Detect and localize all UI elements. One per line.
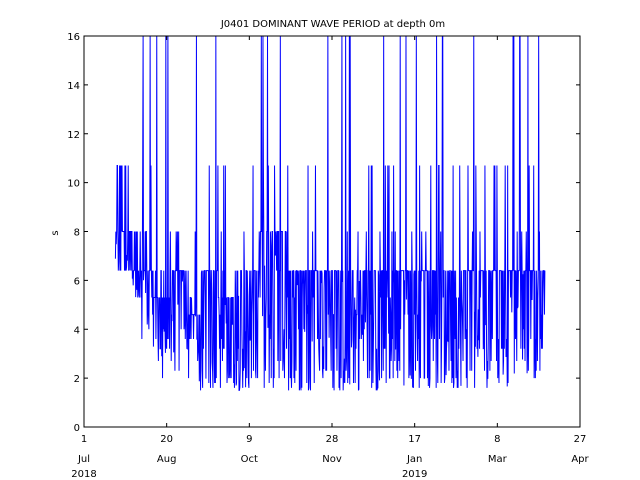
- x-tick-day-label: 28: [326, 434, 339, 445]
- x-tick-day-label: 8: [494, 434, 500, 445]
- x-tick-day-label: 20: [160, 434, 173, 445]
- y-tick-label: 10: [67, 179, 80, 190]
- x-tick-month-label: Apr: [571, 454, 589, 465]
- x-tick-month-label: Oct: [241, 454, 258, 465]
- y-tick-label: 8: [74, 228, 80, 239]
- x-tick-month-label: Jul: [77, 454, 90, 465]
- x-tick-day-label: 9: [246, 434, 252, 445]
- x-year-label: 2019: [402, 469, 427, 480]
- x-tick-month-label: Jan: [406, 454, 422, 465]
- plot-area: 0 2 4 6 8 10 12 14 16 1 Jul 20 Aug 9 Oct 28 Nov 17 Jan 8 Ma…: [67, 32, 589, 480]
- y-tick-label: 6: [74, 276, 80, 287]
- y-tick-label: 16: [67, 32, 80, 43]
- x-tick-month-label: Mar: [488, 454, 508, 465]
- series-line: [114, 35, 546, 391]
- y-tick-label: 0: [74, 423, 80, 434]
- x-tick-month-label: Nov: [322, 454, 342, 465]
- series-layer: [114, 35, 546, 391]
- y-tick-label: 2: [74, 374, 80, 385]
- y-tick-label: 12: [67, 130, 80, 141]
- y-axis-ticks: 0 2 4 6 8 10 12 14 16: [67, 32, 580, 434]
- x-tick-day-label: 17: [408, 434, 421, 445]
- y-axis-label: s: [50, 230, 61, 235]
- y-tick-label: 14: [67, 81, 80, 92]
- x-tick-day-label: 1: [81, 434, 87, 445]
- x-tick-month-label: Aug: [157, 454, 177, 465]
- chart-title: J0401 DOMINANT WAVE PERIOD at depth 0m: [220, 19, 445, 30]
- x-year-label: 2018: [71, 469, 96, 480]
- x-tick-day-label: 27: [574, 434, 587, 445]
- y-tick-label: 4: [74, 325, 80, 336]
